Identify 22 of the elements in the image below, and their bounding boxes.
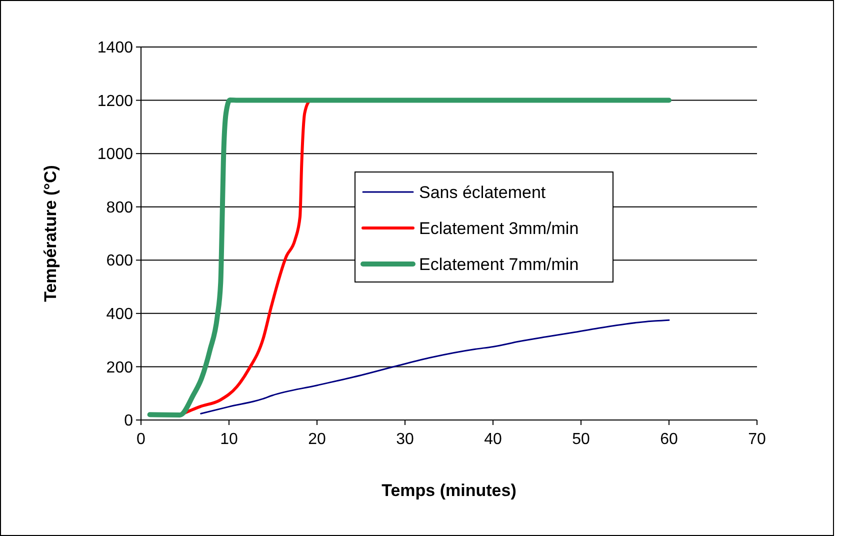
legend-label: Eclatement 7mm/min — [419, 254, 579, 274]
x-tick-label: 30 — [396, 431, 414, 448]
x-tick-label: 70 — [748, 431, 766, 448]
y-tick-label: 200 — [106, 359, 134, 376]
legend-label: Sans éclatement — [419, 182, 546, 202]
legend-label: Eclatement 3mm/min — [419, 218, 579, 238]
x-tick-label: 0 — [136, 431, 146, 448]
x-tick-label: 10 — [220, 431, 238, 448]
x-axis-title: Temps (minutes) — [382, 481, 516, 500]
x-tick-label: 50 — [572, 431, 590, 448]
y-tick-label: 1200 — [97, 92, 134, 110]
line-series — [200, 319, 670, 414]
y-tick-label: 600 — [106, 252, 134, 270]
y-axis-title: Température (°C) — [41, 165, 60, 302]
x-tick-label: 40 — [484, 431, 502, 448]
x-tick-label: 20 — [308, 431, 326, 448]
y-tick-label: 1400 — [97, 40, 134, 57]
y-tick-label: 800 — [106, 199, 134, 216]
y-tick-label: 0 — [124, 412, 134, 430]
x-tick-label: 60 — [660, 431, 678, 448]
y-tick-label: 1000 — [97, 146, 134, 164]
y-tick-label: 400 — [106, 306, 134, 324]
